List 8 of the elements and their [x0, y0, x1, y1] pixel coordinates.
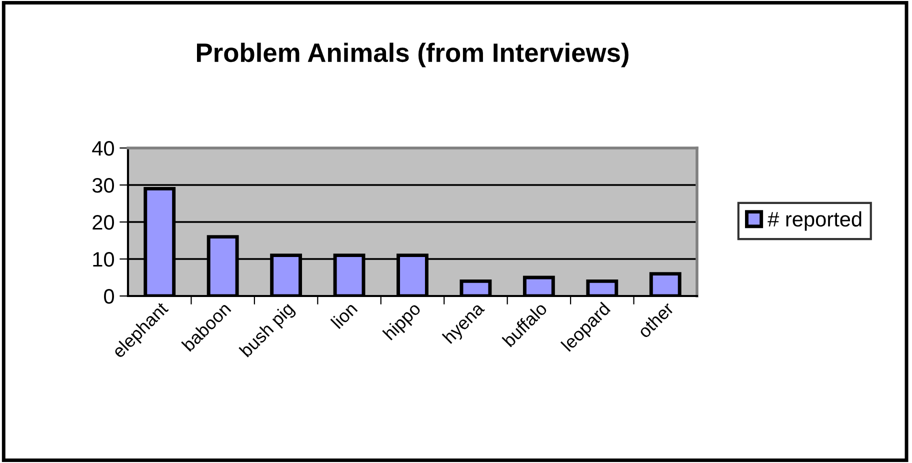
legend-label: # reported — [768, 211, 862, 231]
y-tick-label: 30 — [92, 178, 114, 193]
y-tick-label: 20 — [92, 215, 114, 230]
y-tick-label: 0 — [104, 289, 114, 304]
y-tick-label: 40 — [92, 141, 114, 156]
x-tick-label: lion — [330, 302, 358, 330]
chart-title: Problem Animals (from Interviews) — [197, 42, 628, 68]
y-tick-label: 10 — [93, 252, 114, 267]
